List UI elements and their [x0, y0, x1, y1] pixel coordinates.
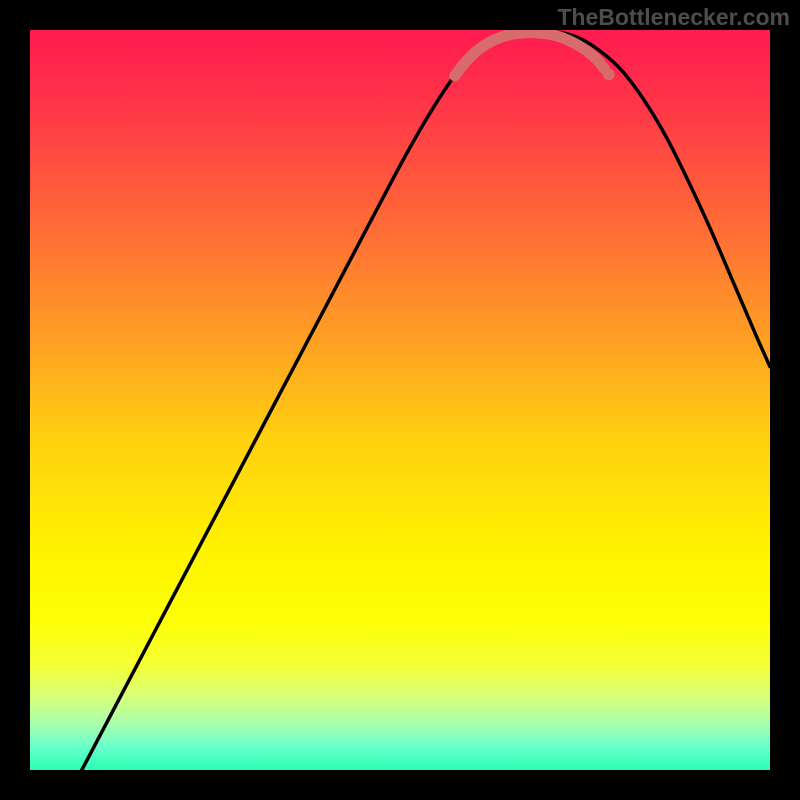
highlight-endpoint	[603, 68, 615, 80]
bottleneck-chart	[0, 0, 800, 800]
chart-container: TheBottlenecker.com	[0, 0, 800, 800]
watermark-text: TheBottlenecker.com	[557, 4, 790, 31]
